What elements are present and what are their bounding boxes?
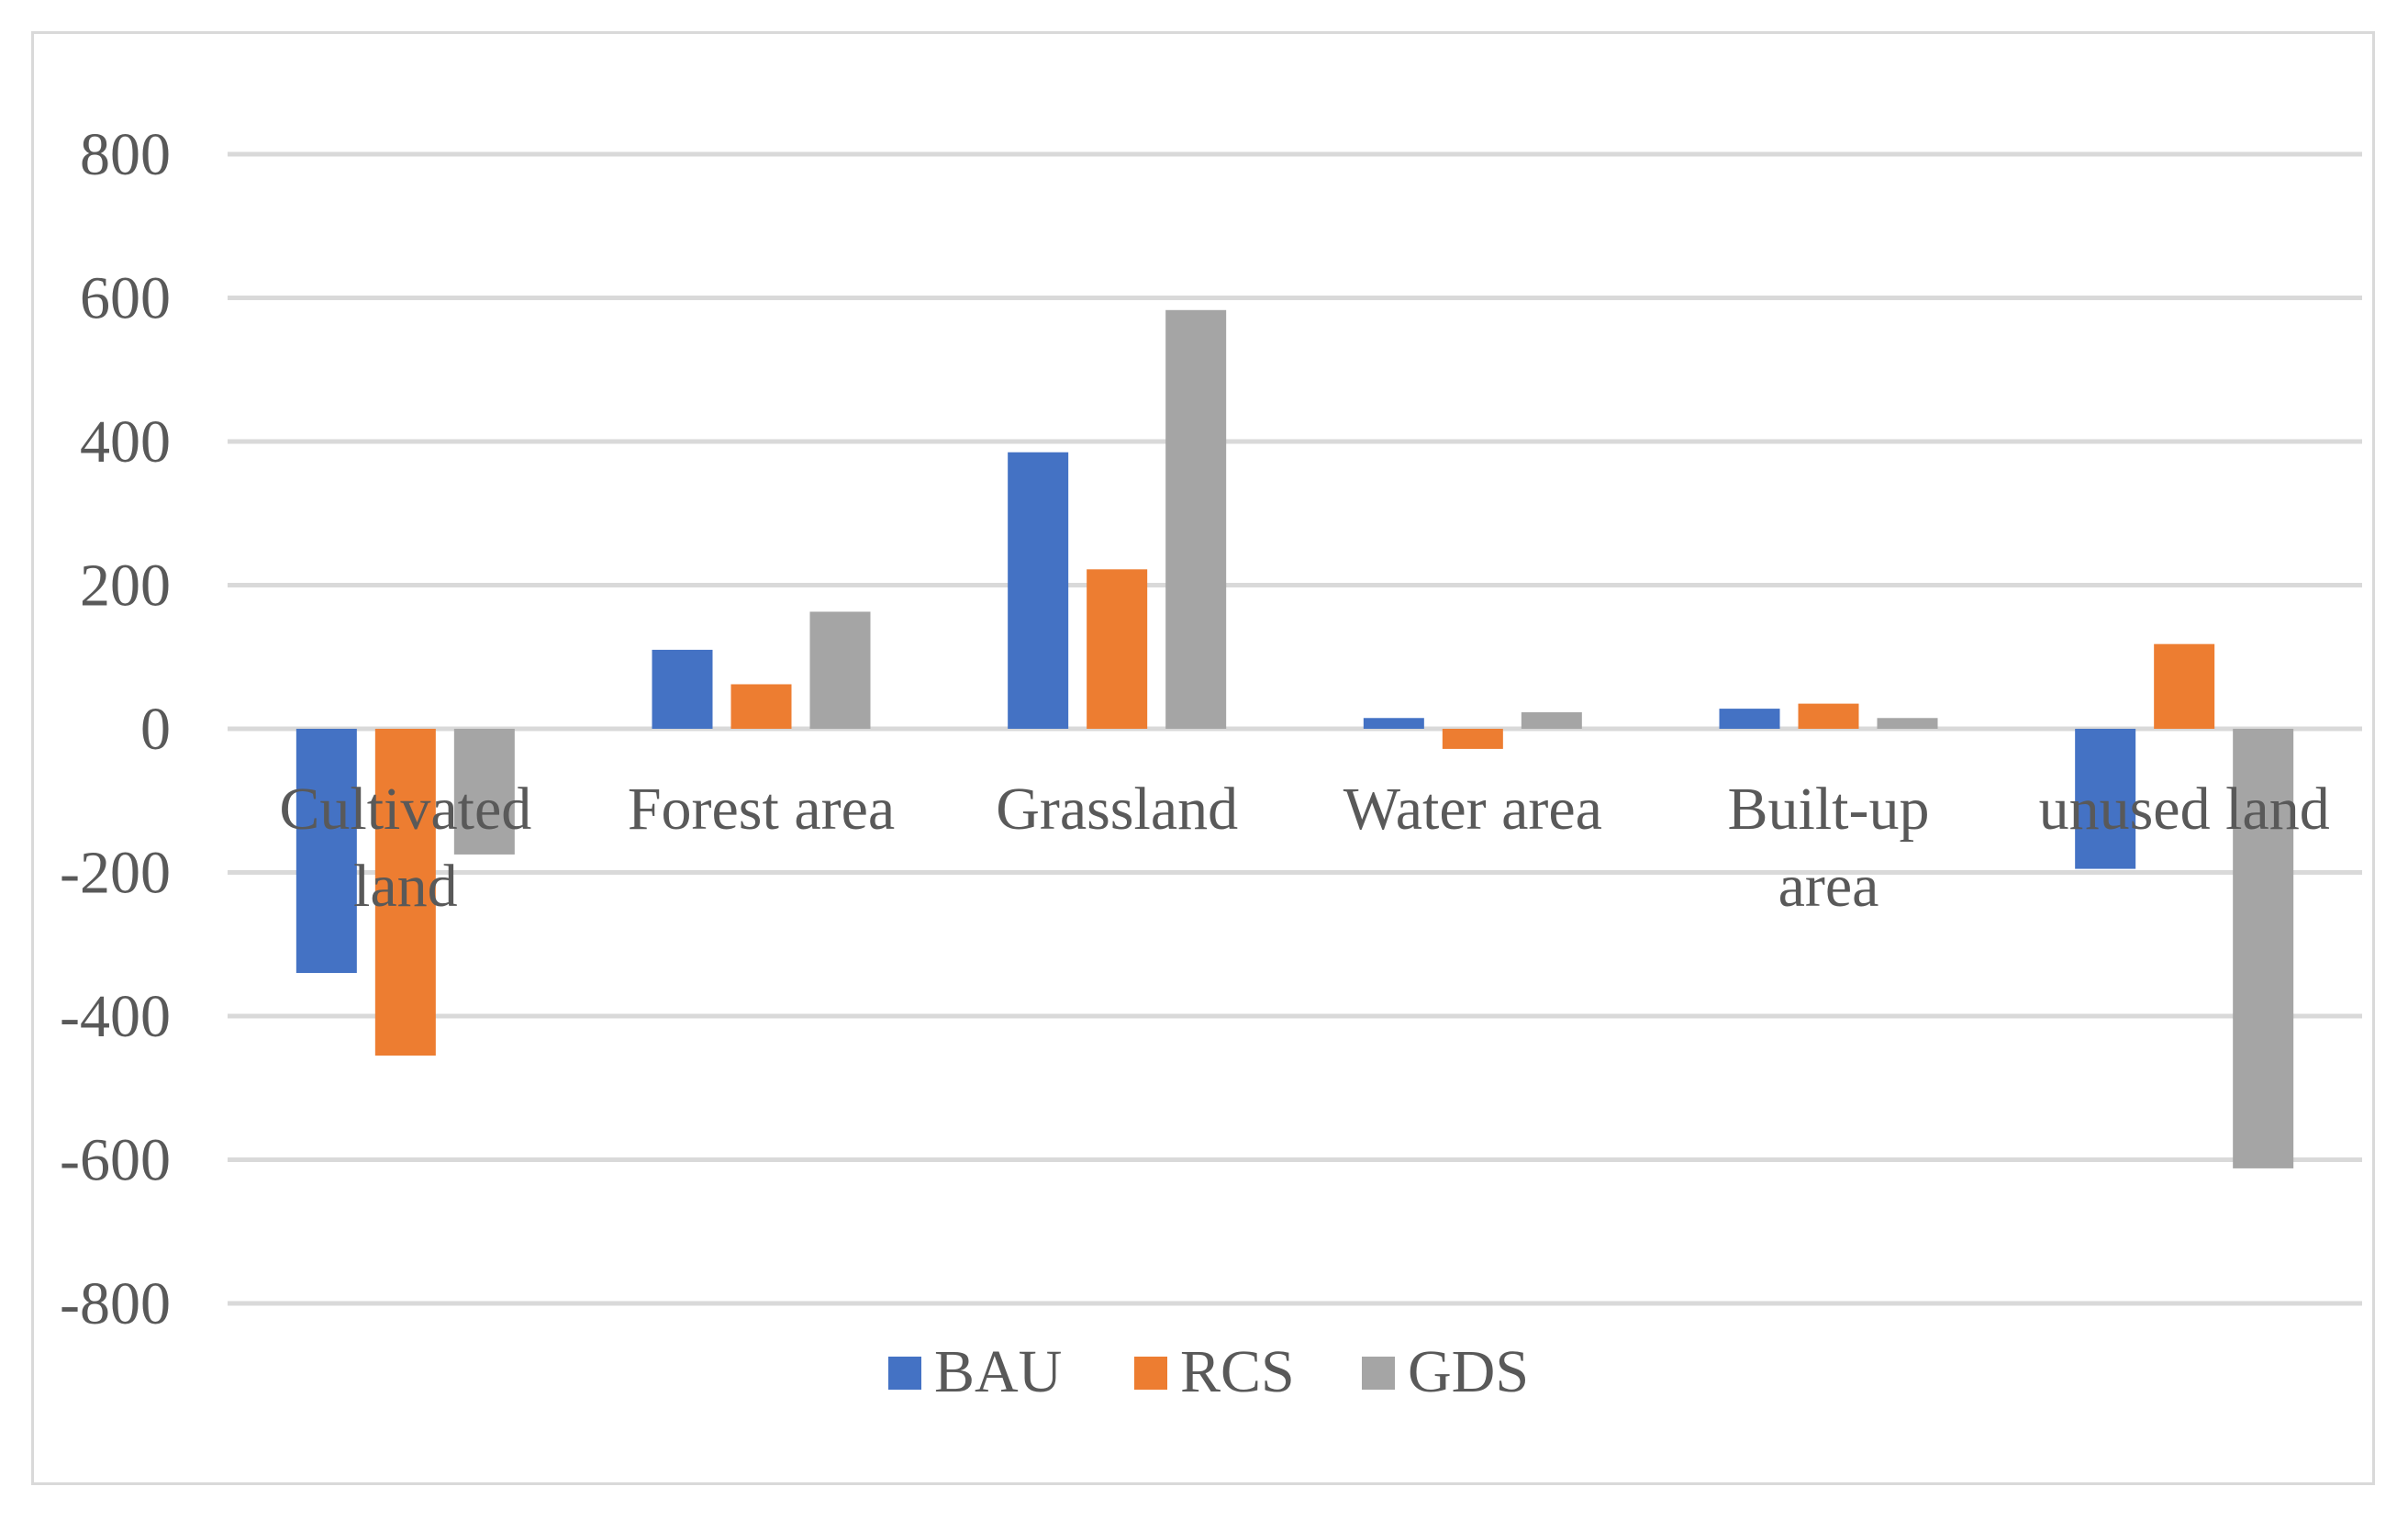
bar-bau-5	[2075, 729, 2136, 869]
y-tick-label: 200	[80, 553, 171, 620]
bars	[295, 309, 2294, 1168]
category-label: Built-up area	[1727, 776, 1929, 920]
legend-swatch-bau	[888, 1357, 921, 1390]
category-label: Grassland	[996, 776, 1238, 843]
category-label-line: Forest area	[628, 776, 895, 843]
bar-rcs-5	[2154, 643, 2215, 729]
bar-gds-0	[453, 729, 515, 855]
bar-gds-2	[1165, 309, 1227, 729]
bar-rcs-2	[1087, 569, 1148, 729]
y-tick-label: 600	[80, 265, 171, 332]
bar-rcs-3	[1442, 729, 1503, 749]
category-label: Forest area	[628, 776, 895, 843]
bar-rcs-1	[730, 684, 792, 729]
bar-bau-1	[652, 649, 713, 729]
y-tick-label: -600	[60, 1127, 171, 1194]
category-label-line: Cultivated	[279, 776, 531, 843]
bar-gds-5	[2233, 729, 2294, 1168]
legend-label-gds: GDS	[1408, 1338, 1529, 1405]
category-label: unused land	[2039, 776, 2330, 843]
y-tick-label: 800	[80, 121, 171, 188]
legend-swatch-gds	[1362, 1357, 1395, 1390]
bar-gds-4	[1877, 718, 1938, 729]
bar-bau-3	[1363, 718, 1424, 729]
category-label-line: area	[1778, 853, 1879, 920]
category-label-line: Grassland	[996, 776, 1238, 843]
category-labels: Cultivated land Forest area Grassland Water …	[279, 776, 2329, 920]
bar-bau-2	[1008, 452, 1069, 729]
legend-label-rcs: RCS	[1180, 1338, 1295, 1405]
legend-swatch-rcs	[1134, 1357, 1167, 1390]
category-label-line: Built-up	[1727, 776, 1929, 843]
category-label: Water area	[1343, 776, 1602, 843]
y-tick-label: -400	[60, 983, 171, 1050]
bar-gds-3	[1521, 712, 1582, 729]
y-tick-label: -800	[60, 1270, 171, 1337]
bar-rcs-4	[1798, 703, 1859, 729]
category-label-line: unused land	[2039, 776, 2330, 843]
gridlines	[228, 151, 2362, 1306]
y-tick-label: 0	[140, 696, 171, 763]
category-label: Cultivated land	[279, 776, 531, 920]
bar-gds-1	[809, 611, 871, 729]
y-tick-label: -200	[60, 840, 171, 907]
bar-bau-4	[1719, 709, 1780, 729]
y-axis-tick-labels: 800 600 400 200 0 -200 -400 -600 -800	[60, 121, 171, 1337]
y-tick-label: 400	[80, 408, 171, 475]
category-label-line: land	[353, 853, 458, 920]
legend: BAU RCS GDS	[888, 1338, 1529, 1405]
bar-rcs-0	[374, 729, 436, 1056]
category-label-line: Water area	[1343, 776, 1602, 843]
bar-bau-0	[295, 729, 357, 974]
legend-label-bau: BAU	[934, 1338, 1062, 1405]
